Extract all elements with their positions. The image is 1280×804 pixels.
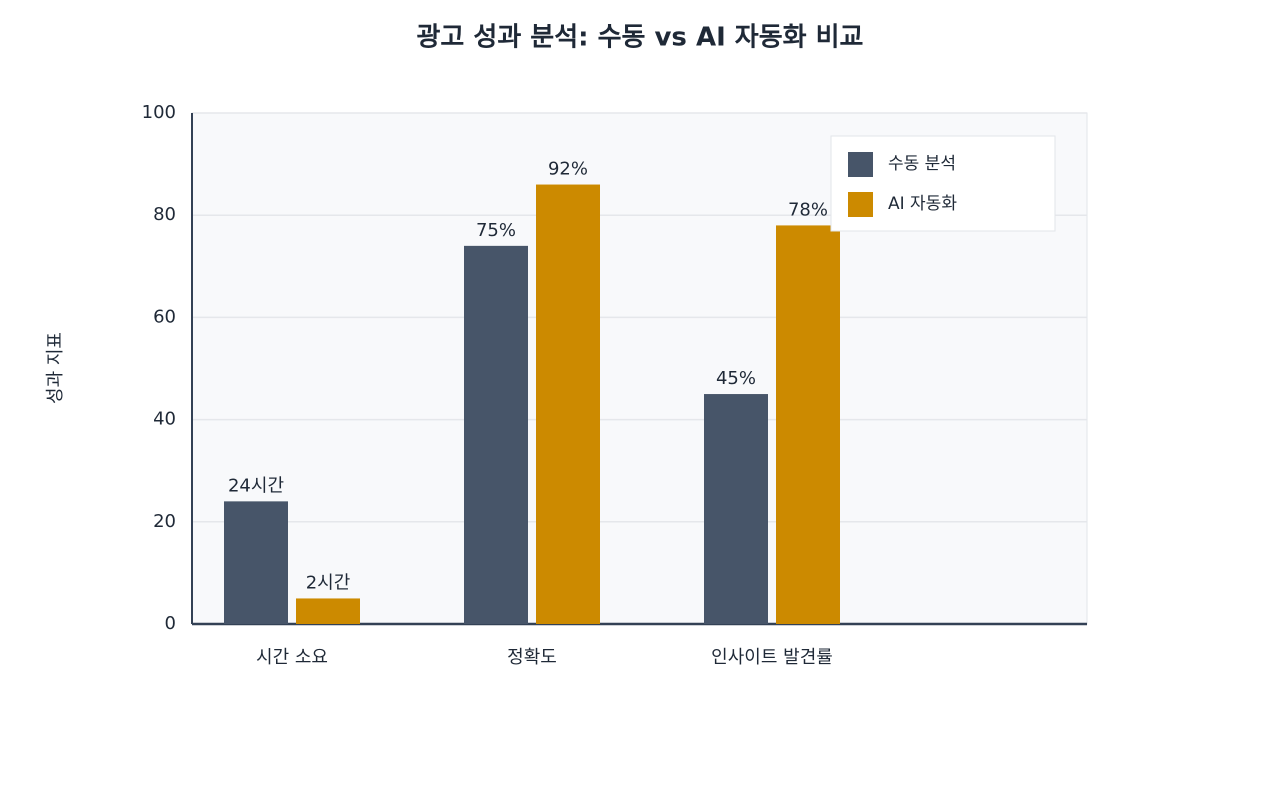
y-tick-label: 40 — [153, 409, 176, 430]
bar-annotation: 24시간 — [228, 475, 284, 496]
bar — [464, 245, 528, 625]
x-tick-label: 시간 소요 — [256, 647, 328, 668]
y-tick-label: 0 — [165, 613, 176, 634]
bar — [296, 598, 360, 624]
legend-label: AI 자동화 — [888, 194, 957, 214]
legend-label: 수동 분석 — [888, 154, 956, 174]
x-tick-label: 정확도 — [507, 647, 557, 668]
bar — [776, 225, 840, 625]
bar-annotation: 92% — [548, 159, 588, 180]
legend-swatch — [848, 192, 873, 217]
y-axis-label: 성과 지표 — [45, 332, 66, 404]
bar-annotation: 75% — [476, 220, 516, 241]
chart-title: 광고 성과 분석: 수동 vs AI 자동화 비교 — [417, 23, 864, 53]
x-tick-label: 인사이트 발견률 — [711, 647, 833, 668]
bar-annotation: 45% — [716, 368, 756, 389]
bar-annotation: 2시간 — [306, 572, 351, 593]
bar — [704, 394, 768, 624]
y-tick-label: 60 — [153, 306, 176, 327]
legend-swatch — [848, 152, 873, 177]
bar — [224, 501, 288, 624]
bar-annotation: 78% — [788, 199, 828, 220]
bar — [536, 184, 600, 625]
y-tick-label: 80 — [153, 204, 176, 225]
y-tick-label: 20 — [153, 511, 176, 532]
y-tick-label: 100 — [142, 102, 176, 123]
